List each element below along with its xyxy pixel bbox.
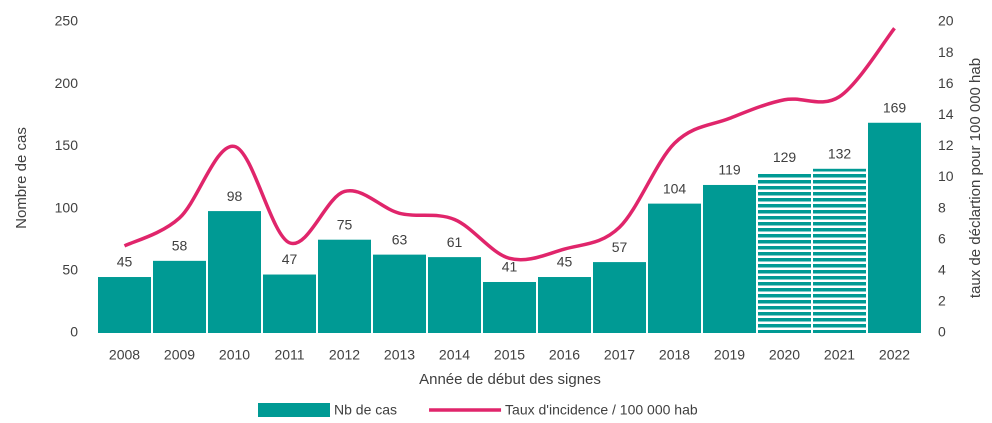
data-label: 57 bbox=[612, 239, 628, 255]
y2-tick-label: 14 bbox=[938, 106, 954, 122]
data-label: 75 bbox=[337, 216, 353, 232]
y-axis-title: Nombre de cas bbox=[13, 127, 30, 229]
bar bbox=[648, 203, 701, 333]
bar bbox=[758, 172, 811, 333]
x-tick-label: 2008 bbox=[109, 347, 140, 363]
data-label: 104 bbox=[663, 180, 687, 196]
y-tick-label: 100 bbox=[55, 199, 79, 215]
data-label: 129 bbox=[773, 149, 797, 165]
bar bbox=[538, 277, 591, 333]
y2-tick-label: 4 bbox=[938, 262, 946, 278]
bar bbox=[703, 184, 756, 333]
bar bbox=[373, 254, 426, 333]
bar bbox=[98, 277, 151, 333]
y2-tick-label: 2 bbox=[938, 293, 946, 309]
bar bbox=[483, 281, 536, 333]
y2-tick-label: 8 bbox=[938, 199, 946, 215]
legend-label: Taux d'incidence / 100 000 hab bbox=[505, 402, 698, 418]
data-label: 169 bbox=[883, 99, 907, 115]
data-label: 61 bbox=[447, 234, 463, 250]
bar bbox=[813, 168, 866, 333]
x-tick-label: 2010 bbox=[219, 347, 250, 363]
y2-tick-label: 20 bbox=[938, 13, 954, 29]
data-label: 47 bbox=[282, 251, 298, 267]
y-tick-label: 150 bbox=[55, 137, 79, 153]
data-label: 41 bbox=[502, 259, 518, 275]
data-label: 45 bbox=[557, 254, 573, 270]
data-label: 119 bbox=[718, 162, 741, 178]
bar bbox=[153, 260, 206, 333]
x-tick-label: 2014 bbox=[439, 347, 470, 363]
y2-tick-label: 12 bbox=[938, 137, 954, 153]
x-tick-label: 2016 bbox=[549, 347, 580, 363]
legend-swatch bbox=[258, 403, 330, 417]
y-tick-label: 0 bbox=[70, 324, 78, 340]
y-tick-label: 200 bbox=[55, 75, 79, 91]
x-tick-label: 2015 bbox=[494, 347, 525, 363]
bar bbox=[868, 122, 921, 333]
data-label: 45 bbox=[117, 254, 133, 270]
bar bbox=[208, 211, 261, 333]
data-label: 98 bbox=[227, 188, 243, 204]
y-tick-label: 250 bbox=[55, 13, 79, 29]
y2-axis-title: taux de déclartion pour 100 000 hab bbox=[967, 58, 984, 298]
x-axis-title: Année de début des signes bbox=[419, 371, 601, 388]
bar bbox=[318, 239, 371, 333]
y-tick-label: 50 bbox=[62, 262, 78, 278]
y2-tick-label: 10 bbox=[938, 168, 954, 184]
x-tick-label: 2019 bbox=[714, 347, 745, 363]
bar bbox=[593, 262, 646, 333]
x-tick-label: 2021 bbox=[824, 347, 855, 363]
x-tick-label: 2020 bbox=[769, 347, 800, 363]
bar bbox=[263, 274, 316, 333]
bar bbox=[428, 257, 481, 333]
x-tick-label: 2013 bbox=[384, 347, 415, 363]
line bbox=[123, 27, 896, 262]
x-tick-label: 2012 bbox=[329, 347, 360, 363]
legend-label: Nb de cas bbox=[334, 402, 397, 418]
x-tick-label: 2017 bbox=[604, 347, 635, 363]
x-tick-label: 2011 bbox=[274, 347, 304, 363]
data-label: 132 bbox=[828, 145, 852, 161]
y2-tick-label: 0 bbox=[938, 324, 946, 340]
x-tick-label: 2018 bbox=[659, 347, 690, 363]
x-tick-label: 2022 bbox=[879, 347, 910, 363]
data-label: 63 bbox=[392, 231, 408, 247]
data-label: 58 bbox=[172, 238, 188, 254]
y2-tick-label: 6 bbox=[938, 230, 946, 246]
y2-tick-label: 18 bbox=[938, 44, 954, 60]
y2-tick-label: 16 bbox=[938, 75, 954, 91]
x-tick-label: 2009 bbox=[164, 347, 195, 363]
